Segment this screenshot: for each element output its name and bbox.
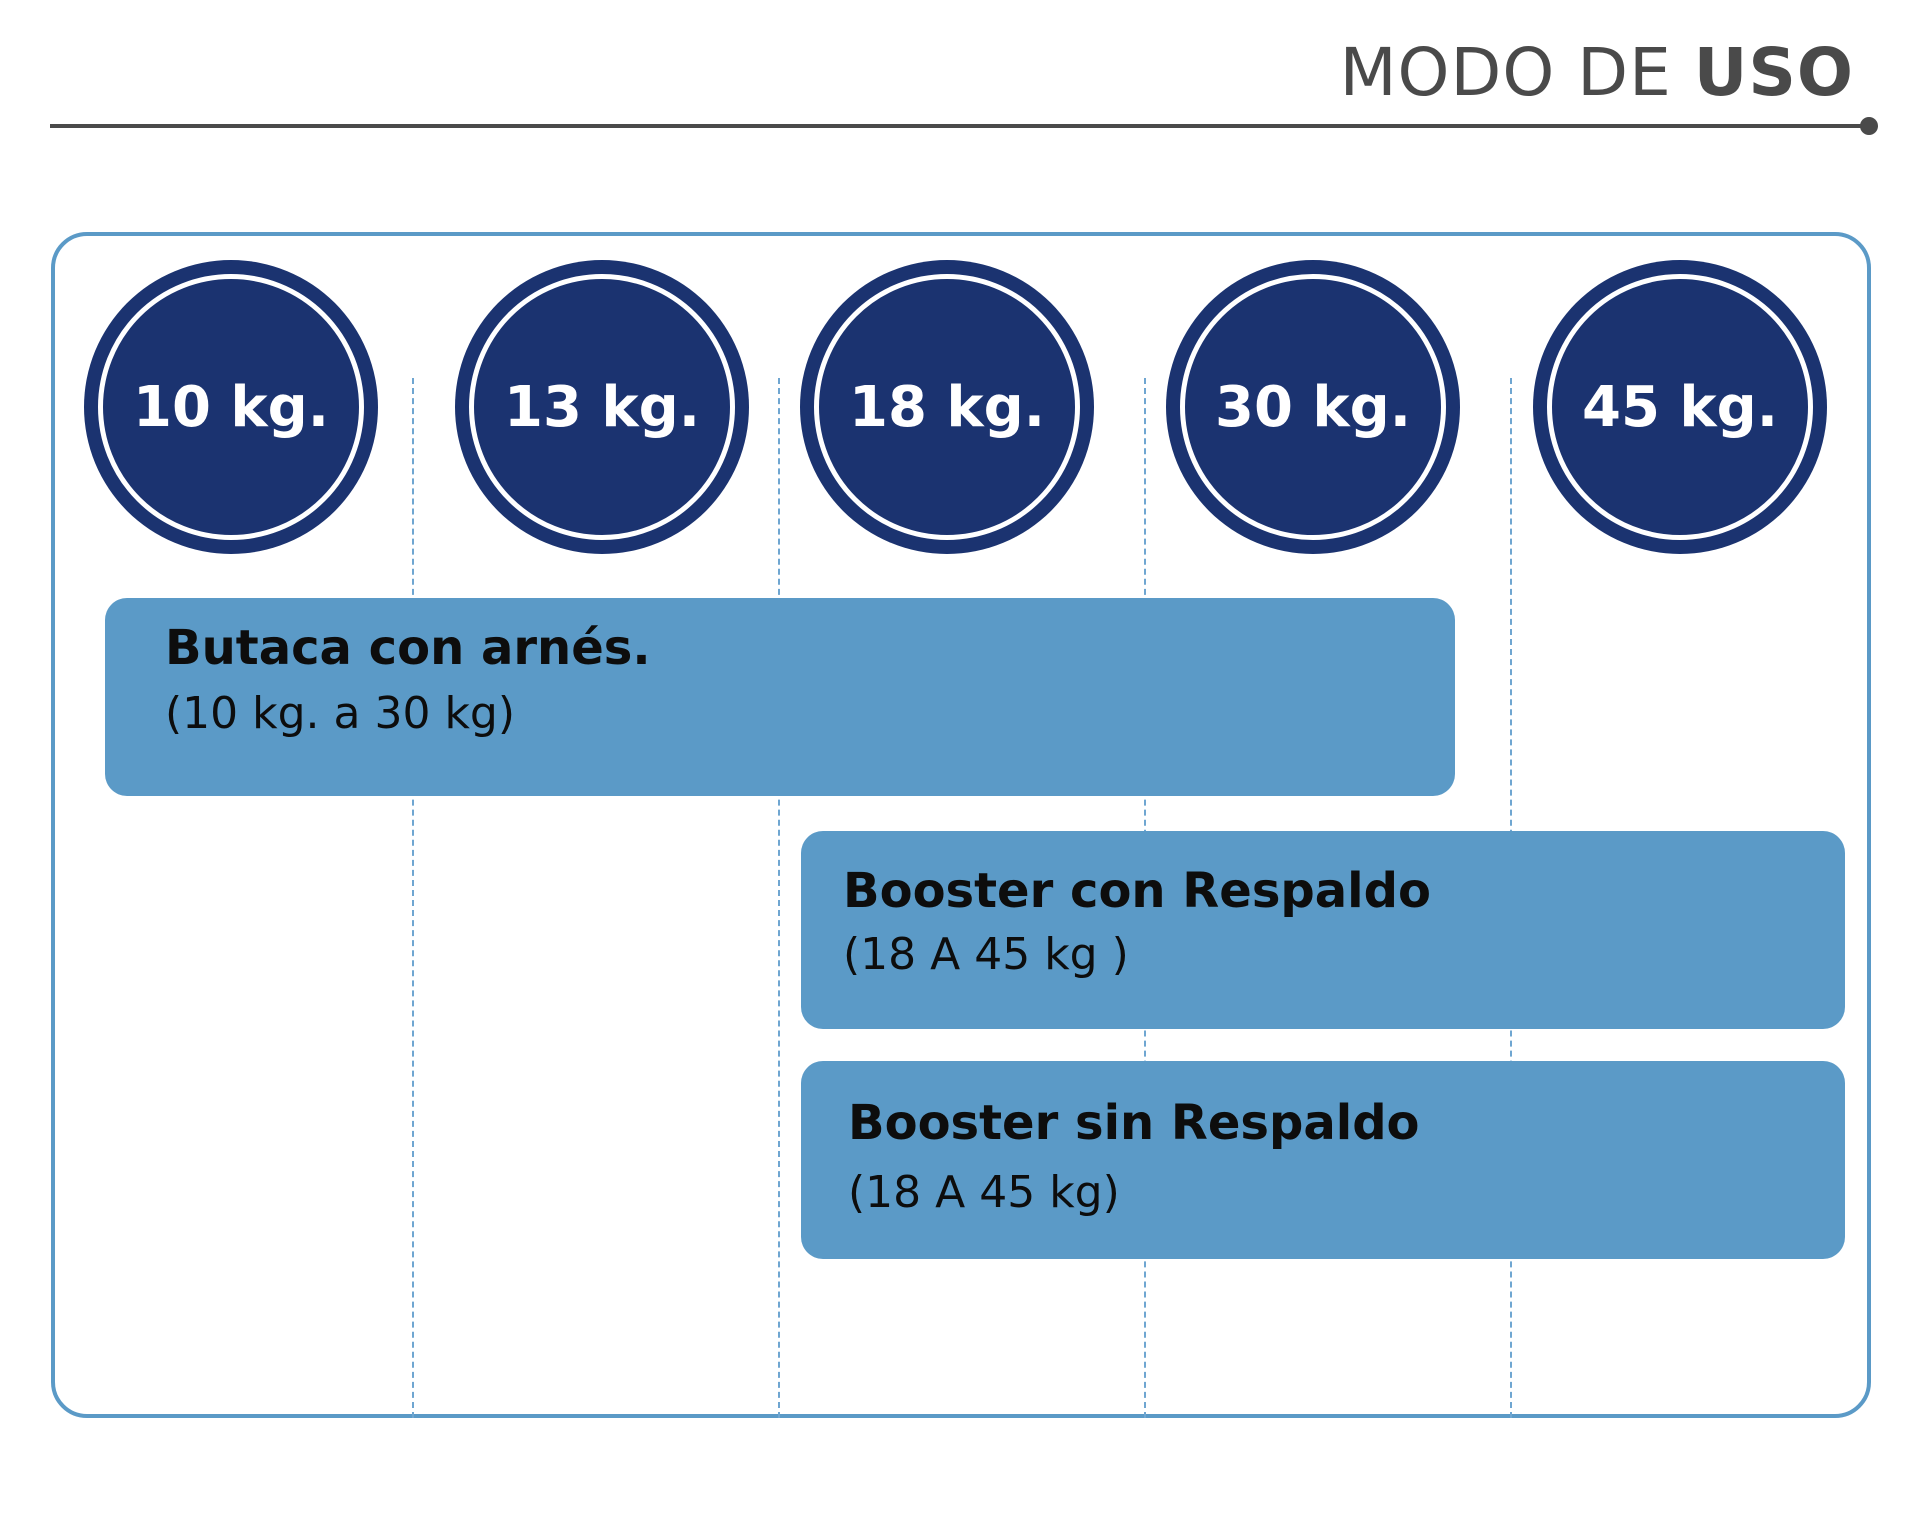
- weight-label: 18 kg.: [848, 374, 1046, 440]
- diagram-frame: [51, 232, 1871, 1418]
- range-bar-title: Booster con Respaldo: [843, 863, 1431, 919]
- range-bar-subtitle: (10 kg. a 30 kg): [165, 688, 516, 739]
- range-bar-subtitle: (18 A 45 kg): [848, 1167, 1120, 1218]
- weight-circle-ring: [814, 274, 1080, 540]
- weight-circle-30: 30 kg.: [1166, 260, 1460, 554]
- weight-label: 30 kg.: [1214, 374, 1412, 440]
- range-bar-butaca: Butaca con arnés. (10 kg. a 30 kg): [105, 598, 1455, 796]
- weight-circle-ring: [98, 274, 364, 540]
- weight-circle-ring: [469, 274, 735, 540]
- weight-circle-ring: [1180, 274, 1446, 540]
- weight-circle-13: 13 kg.: [455, 260, 749, 554]
- column-divider: [412, 378, 414, 1418]
- weight-circle-45: 45 kg.: [1533, 260, 1827, 554]
- column-divider: [778, 378, 780, 1418]
- page-title-light: MODO DE: [1339, 34, 1694, 111]
- range-bar-title: Butaca con arnés.: [165, 620, 651, 676]
- weight-circle-10: 10 kg.: [84, 260, 378, 554]
- header-rule-dot: [1860, 117, 1878, 135]
- range-bar-booster-sin-respaldo: Booster sin Respaldo (18 A 45 kg): [801, 1061, 1845, 1259]
- weight-circle-ring: [1547, 274, 1813, 540]
- weight-label: 10 kg.: [132, 374, 330, 440]
- page-title: MODO DE USO: [1340, 40, 1854, 106]
- weight-circle-18: 18 kg.: [800, 260, 1094, 554]
- page-title-bold: USO: [1693, 34, 1854, 111]
- header-rule: [50, 124, 1870, 128]
- weight-label: 45 kg.: [1581, 374, 1779, 440]
- range-bar-booster-con-respaldo: Booster con Respaldo (18 A 45 kg ): [801, 831, 1845, 1029]
- range-bar-subtitle: (18 A 45 kg ): [843, 929, 1129, 980]
- weight-label: 13 kg.: [503, 374, 701, 440]
- range-bar-title: Booster sin Respaldo: [848, 1095, 1420, 1151]
